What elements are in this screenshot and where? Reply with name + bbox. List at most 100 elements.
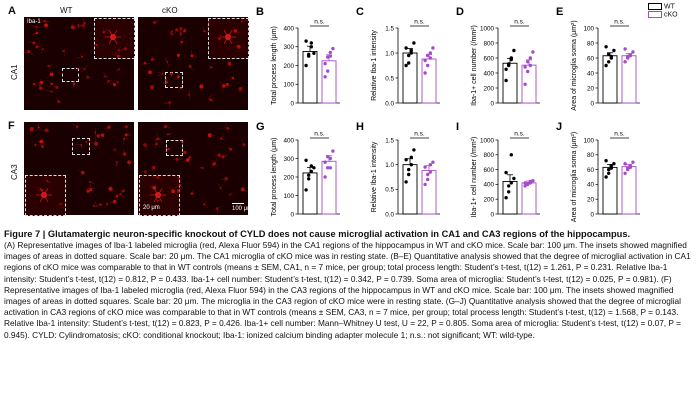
y-tick-label: 200: [283, 174, 294, 181]
scale-bar-20: 20 μm: [143, 205, 160, 211]
data-point: [523, 181, 527, 185]
data-point: [328, 54, 332, 58]
y-tick-label: 40: [587, 70, 595, 77]
y-tick-label: 400: [483, 70, 494, 77]
bar-wt: [402, 52, 418, 104]
iba1-channel-label: Iba-1: [27, 19, 41, 25]
y-tick-label: 400: [283, 137, 294, 144]
y-tick-label: 600: [483, 55, 494, 62]
data-point: [328, 166, 332, 170]
y-tick-label: 20: [587, 197, 595, 204]
data-point: [309, 169, 313, 174]
data-point: [528, 56, 532, 60]
data-point: [328, 156, 332, 161]
panel-label-h: H: [356, 121, 364, 133]
data-point: [607, 167, 611, 172]
data-point: [307, 173, 311, 177]
y-tick-label: 200: [483, 85, 494, 92]
data-point: [309, 164, 313, 168]
data-point: [609, 164, 613, 168]
data-point: [426, 53, 430, 58]
data-point: [323, 75, 327, 79]
y-tick-label: 1.0: [385, 50, 394, 57]
data-point: [507, 190, 511, 194]
data-point: [612, 162, 616, 166]
legend-item-cko: cKO: [648, 11, 678, 19]
significance-label: n.s.: [414, 19, 425, 26]
y-tick-label: 60: [587, 55, 595, 62]
y-tick-label: 0.5: [385, 75, 394, 82]
data-point: [628, 53, 632, 57]
y-tick-label: 0: [590, 100, 594, 107]
significance-label: n.s.: [514, 131, 525, 138]
bar-wt: [402, 164, 418, 215]
data-point: [604, 63, 608, 68]
y-tick-label: 100: [283, 82, 294, 89]
data-point: [404, 63, 408, 68]
y-tick-label: 400: [283, 25, 294, 32]
bar-wt: [302, 50, 318, 104]
y-tick-label: 0.5: [385, 187, 394, 194]
panel-label-e: E: [556, 6, 563, 18]
y-tick-label: 20: [587, 85, 595, 92]
y-tick-label: 400: [483, 182, 494, 189]
data-point: [309, 41, 313, 45]
y-tick-label: 1000: [480, 137, 495, 144]
y-tick-label: 100: [583, 137, 594, 144]
data-point: [507, 184, 511, 188]
data-point: [331, 149, 335, 153]
data-point: [304, 188, 308, 192]
chart-panel-e: E 0 20 40 60 80 100 Area of microglia soma (μm²…: [556, 6, 640, 111]
data-point: [326, 55, 330, 59]
legend: WT cKO: [648, 3, 678, 20]
data-point: [331, 46, 335, 51]
data-point: [423, 165, 427, 169]
y-tick-label: 800: [483, 152, 494, 159]
data-point: [623, 47, 627, 51]
y-tick-label: 0: [490, 211, 494, 218]
panel-label-i: I: [456, 121, 459, 133]
y-tick-label: 200: [483, 197, 494, 204]
panel-label-a: A: [8, 5, 16, 17]
data-point: [509, 181, 513, 185]
data-point: [504, 170, 508, 175]
data-point: [309, 45, 313, 49]
data-point: [623, 162, 627, 166]
chart-panel-g: G 0 100 200 300 400 Total process length (μm) n…: [256, 121, 340, 218]
y-tick-label: 0: [590, 211, 594, 218]
data-point: [409, 48, 413, 53]
data-point: [604, 175, 608, 179]
significance-label: n.s.: [514, 19, 525, 26]
data-point: [626, 54, 630, 59]
data-point: [326, 155, 330, 159]
roi-box-ca1-wt: [62, 68, 79, 82]
y-tick-label: 100: [283, 193, 294, 200]
bar-cko: [321, 60, 337, 104]
y-tick-label: 600: [483, 167, 494, 174]
data-point: [404, 180, 408, 184]
data-point: [323, 175, 327, 179]
data-point: [307, 54, 311, 58]
data-point: [609, 56, 613, 60]
y-tick-label: 1.5: [385, 137, 394, 144]
data-point: [409, 51, 413, 55]
y-tick-label: 40: [587, 182, 595, 189]
data-point: [531, 179, 535, 183]
y-tick-label: 0: [290, 100, 294, 107]
figure-caption: Figure 7 | Glutamatergic neuron-specific…: [4, 228, 694, 341]
significance-label: n.s.: [314, 19, 325, 26]
data-point: [528, 179, 532, 184]
caption-title: Figure 7 | Glutamatergic neuron-specific…: [4, 229, 631, 239]
legend-label-cko: cKO: [664, 11, 678, 19]
data-point: [523, 65, 527, 69]
data-point: [628, 164, 632, 168]
y-axis-label: Total process length (μm): [271, 138, 278, 217]
panel-label-j: J: [556, 121, 562, 133]
legend-swatch-wt: [648, 3, 662, 10]
data-point: [604, 45, 608, 49]
data-point: [607, 171, 611, 175]
data-point: [607, 52, 611, 56]
data-point: [409, 155, 413, 159]
data-point: [509, 153, 513, 157]
